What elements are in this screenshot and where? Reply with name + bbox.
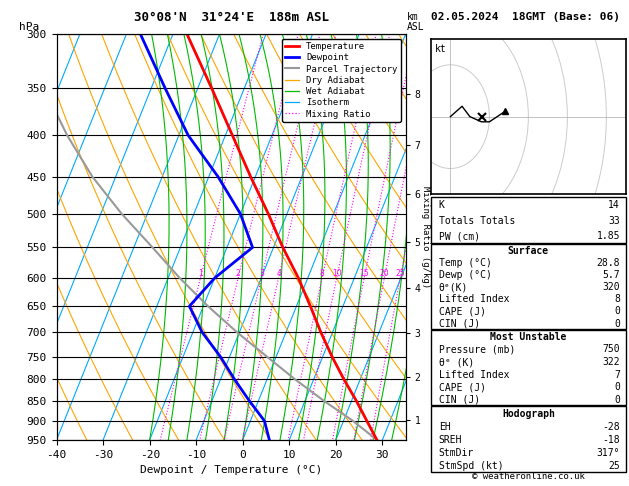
- Text: Pressure (mb): Pressure (mb): [438, 345, 515, 354]
- Text: 0: 0: [614, 306, 620, 316]
- Text: CAPE (J): CAPE (J): [438, 306, 486, 316]
- Text: 8: 8: [320, 269, 325, 278]
- Text: 0: 0: [614, 318, 620, 329]
- Text: Dewp (°C): Dewp (°C): [438, 270, 491, 280]
- Text: km
ASL: km ASL: [407, 12, 425, 32]
- Text: θᵉ(K): θᵉ(K): [438, 282, 468, 292]
- Text: 7: 7: [614, 369, 620, 380]
- Text: CIN (J): CIN (J): [438, 318, 480, 329]
- Text: Mixing Ratio (g/kg): Mixing Ratio (g/kg): [421, 186, 430, 288]
- Text: StmSpd (kt): StmSpd (kt): [438, 461, 503, 471]
- Legend: Temperature, Dewpoint, Parcel Trajectory, Dry Adiabat, Wet Adiabat, Isotherm, Mi: Temperature, Dewpoint, Parcel Trajectory…: [282, 38, 401, 122]
- Text: 25: 25: [608, 461, 620, 471]
- Text: 33: 33: [608, 216, 620, 226]
- Text: CIN (J): CIN (J): [438, 395, 480, 405]
- Text: 4: 4: [276, 269, 281, 278]
- Text: 20: 20: [379, 269, 389, 278]
- Text: 322: 322: [603, 357, 620, 367]
- Text: PW (cm): PW (cm): [438, 231, 480, 241]
- Text: SREH: SREH: [438, 435, 462, 445]
- Text: StmDir: StmDir: [438, 448, 474, 458]
- Text: Temp (°C): Temp (°C): [438, 258, 491, 268]
- Text: kt: kt: [435, 44, 447, 53]
- Text: 10: 10: [332, 269, 342, 278]
- Text: 1: 1: [198, 269, 203, 278]
- Text: Hodograph: Hodograph: [502, 409, 555, 418]
- Text: hPa: hPa: [19, 21, 39, 32]
- Text: 14: 14: [608, 200, 620, 210]
- Text: 8: 8: [614, 294, 620, 304]
- Text: 0: 0: [614, 395, 620, 405]
- Text: 25: 25: [396, 269, 405, 278]
- Text: © weatheronline.co.uk: © weatheronline.co.uk: [472, 472, 585, 481]
- Text: 28.8: 28.8: [596, 258, 620, 268]
- Text: 30°08'N  31°24'E  188m ASL: 30°08'N 31°24'E 188m ASL: [133, 11, 329, 24]
- X-axis label: Dewpoint / Temperature (°C): Dewpoint / Temperature (°C): [140, 465, 322, 475]
- Text: θᵉ (K): θᵉ (K): [438, 357, 474, 367]
- Text: -28: -28: [603, 422, 620, 432]
- Text: 317°: 317°: [596, 448, 620, 458]
- Text: 320: 320: [603, 282, 620, 292]
- Text: Most Unstable: Most Unstable: [490, 332, 567, 342]
- Text: 5.7: 5.7: [603, 270, 620, 280]
- Text: 2: 2: [236, 269, 240, 278]
- Text: 15: 15: [359, 269, 369, 278]
- Text: 02.05.2024  18GMT (Base: 06): 02.05.2024 18GMT (Base: 06): [431, 12, 620, 22]
- Text: K: K: [438, 200, 445, 210]
- Text: CAPE (J): CAPE (J): [438, 382, 486, 392]
- Text: Surface: Surface: [508, 245, 549, 256]
- Text: EH: EH: [438, 422, 450, 432]
- Text: -18: -18: [603, 435, 620, 445]
- Text: Lifted Index: Lifted Index: [438, 294, 509, 304]
- Text: 0: 0: [614, 382, 620, 392]
- Text: Totals Totals: Totals Totals: [438, 216, 515, 226]
- Text: 3: 3: [259, 269, 264, 278]
- Text: 750: 750: [603, 345, 620, 354]
- Text: Lifted Index: Lifted Index: [438, 369, 509, 380]
- Text: 1.85: 1.85: [596, 231, 620, 241]
